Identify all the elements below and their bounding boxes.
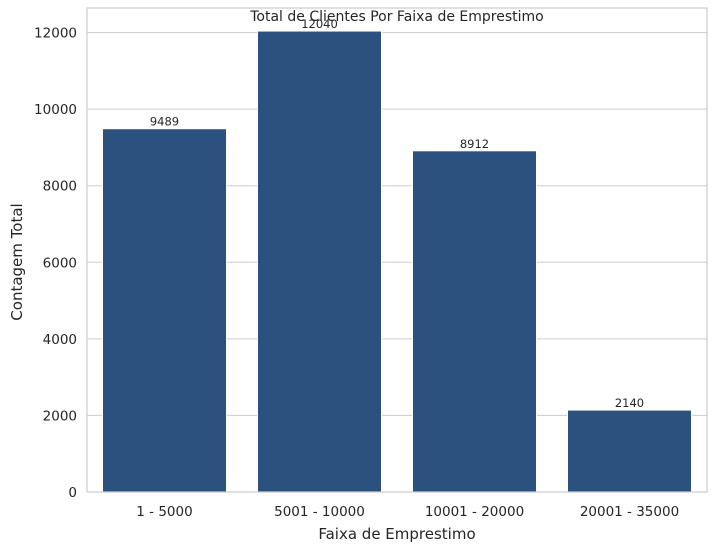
- y-tick-label: 12000: [34, 26, 77, 42]
- y-tick-label: 8000: [43, 179, 77, 195]
- bar: [412, 150, 537, 493]
- x-tick-label: 20001 - 35000: [580, 504, 679, 520]
- x-axis-label: Faixa de Emprestimo: [318, 525, 475, 543]
- bar: [102, 128, 227, 493]
- bar: [567, 409, 692, 493]
- data-label: 9489: [150, 115, 179, 129]
- y-tick-label: 4000: [43, 332, 77, 348]
- data-label: 2140: [615, 396, 644, 410]
- y-axis-label: Contagem Total: [8, 203, 26, 320]
- plot-frame: [86, 7, 708, 493]
- y-tick-labels: 0 2000 4000 6000 8000 10000 12000: [34, 26, 77, 501]
- bars: [102, 30, 692, 493]
- x-tick-labels: 1 - 5000 5001 - 10000 10001 - 20000 20001 -…: [136, 504, 679, 520]
- data-labels: 9489 12040 8912 2140: [150, 17, 644, 410]
- data-label: 12040: [301, 17, 338, 31]
- x-tick-label: 1 - 5000: [136, 504, 192, 520]
- chart-title: Total de Clientes Por Faixa de Emprestim…: [249, 9, 544, 25]
- x-tick-label: 10001 - 20000: [425, 504, 524, 520]
- y-tick-label: 0: [68, 485, 77, 501]
- x-tick-label: 5001 - 10000: [274, 504, 365, 520]
- data-label: 8912: [460, 137, 489, 151]
- y-tick-label: 2000: [43, 408, 77, 424]
- y-tick-label: 10000: [34, 102, 77, 118]
- bar: [257, 30, 382, 493]
- y-tick-label: 6000: [43, 255, 77, 271]
